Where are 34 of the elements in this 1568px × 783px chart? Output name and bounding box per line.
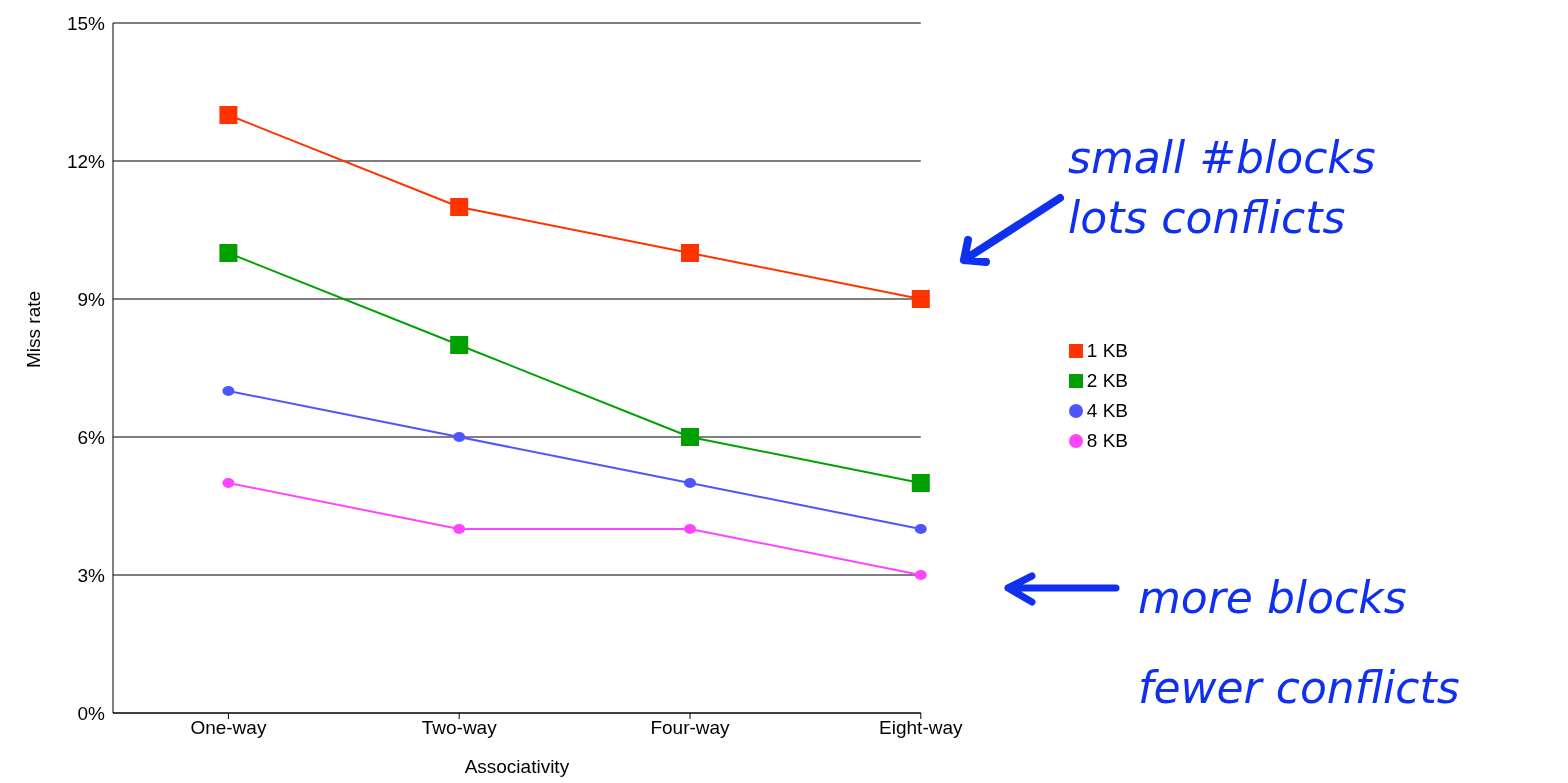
point: [453, 432, 466, 442]
legend-label: 4 KB: [1086, 399, 1128, 421]
x-tick-label: Eight-way: [879, 717, 964, 739]
point: [684, 524, 696, 534]
y-axis-title: Miss rate: [22, 290, 44, 368]
legend-label: 2 KB: [1086, 369, 1128, 391]
point: [681, 244, 699, 262]
point: [453, 524, 466, 534]
text: small #blocks lots conflicts: [1068, 131, 1376, 245]
point: [681, 428, 699, 446]
point: [914, 570, 927, 580]
text: more blocks fewer conflicts: [1138, 571, 1460, 715]
point: [222, 478, 235, 488]
y-tick-label: 0%: [77, 702, 106, 724]
point: [911, 290, 930, 308]
point: [684, 478, 696, 488]
point: [450, 336, 469, 354]
x-axis-title: Associativity: [464, 756, 570, 777]
y-tick-label: 3%: [77, 564, 106, 586]
point: [222, 386, 235, 396]
y-tick-label: 15%: [66, 12, 106, 34]
point: [450, 198, 469, 216]
point: [219, 244, 238, 262]
point: [911, 474, 930, 492]
y-tick-label: 9%: [77, 288, 106, 310]
y-tick-label: 6%: [77, 426, 106, 448]
legend-label: 8 KB: [1086, 429, 1128, 451]
y-tick-label: 12%: [66, 150, 106, 172]
point: [914, 524, 927, 534]
x-tick-label: Four-way: [650, 717, 731, 739]
x-tick-label: One-way: [190, 717, 267, 739]
x-tick-label: Two-way: [421, 717, 498, 739]
point: [219, 106, 238, 124]
legend-label: 1 KB: [1086, 339, 1128, 361]
